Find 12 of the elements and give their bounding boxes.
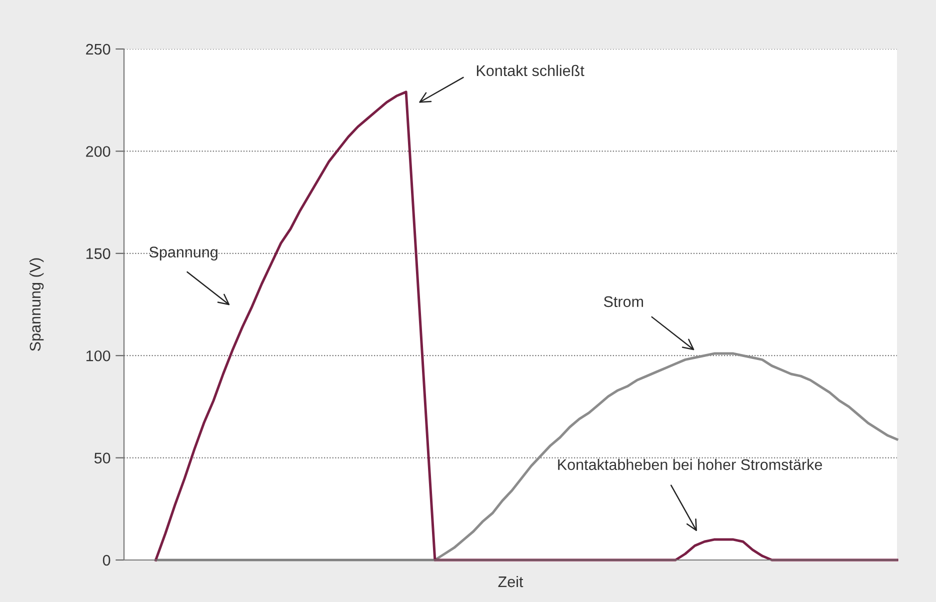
annotation: Spannung [149, 246, 218, 261]
y-tick-label: 150 [86, 248, 110, 260]
y-tick-label: 0 [102, 554, 110, 566]
x-axis-title: Zeit [498, 576, 524, 588]
annotation: Strom [604, 296, 643, 308]
y-tick-label: 100 [86, 350, 110, 362]
annotation: Kontaktabheben bei hoher Stromstärke [558, 458, 822, 470]
y-axis-title: Spannung (V) [29, 258, 44, 351]
y-tick-label: 200 [86, 146, 110, 157]
annotation: Kontakt schließt [476, 64, 584, 76]
y-tick-label: 250 [86, 44, 110, 55]
y-tick-label: 50 [94, 452, 110, 464]
